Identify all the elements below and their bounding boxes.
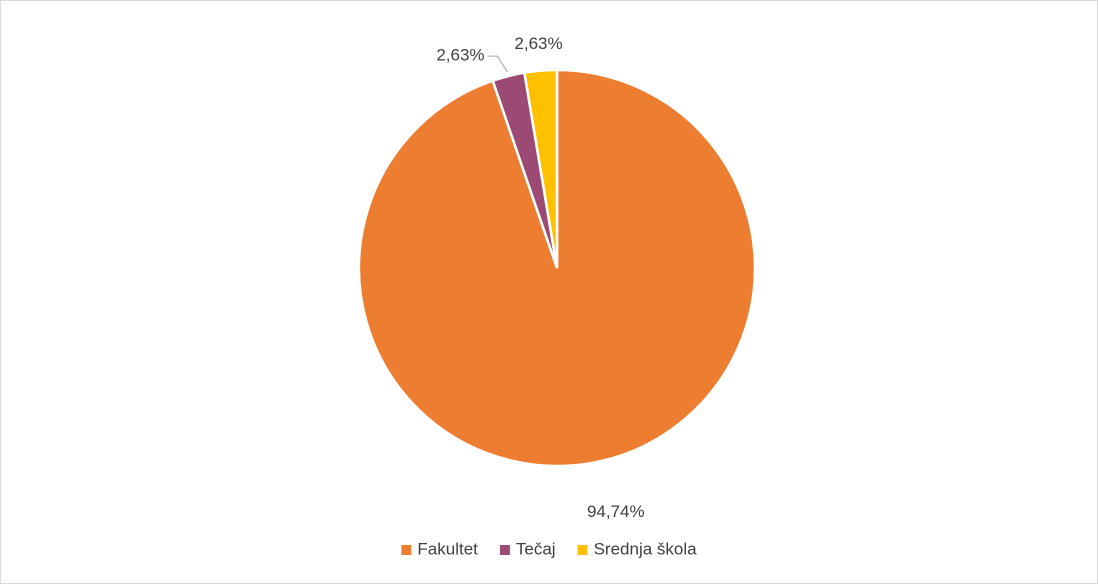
data-label: 2,63% <box>514 34 562 53</box>
legend-swatch <box>401 545 412 555</box>
legend-swatch <box>499 545 510 555</box>
legend-label: Tečaj <box>516 539 556 558</box>
data-label: 94,74% <box>587 502 645 521</box>
data-label: 2,63% <box>436 46 484 65</box>
leader-line <box>487 55 508 73</box>
legend-swatch <box>577 545 588 555</box>
legend-label: Srednja škola <box>594 539 698 558</box>
legend-label: Fakultet <box>417 539 478 558</box>
pie-slice <box>522 68 559 269</box>
